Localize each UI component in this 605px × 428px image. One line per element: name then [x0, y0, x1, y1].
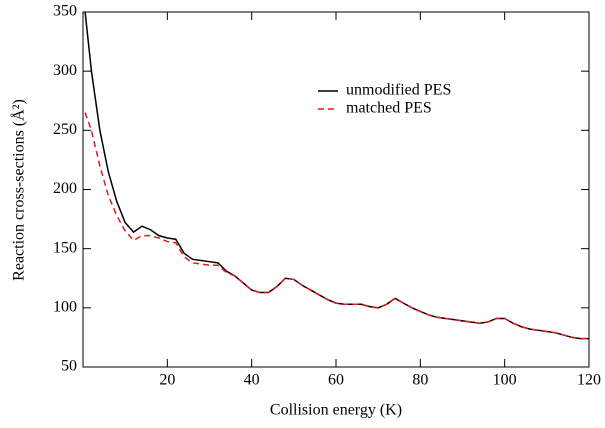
x-tick-label: 40	[244, 372, 260, 389]
y-tick-label: 350	[53, 3, 77, 20]
y-tick-label: 250	[53, 121, 77, 138]
series-line	[84, 11, 589, 340]
x-tick-label: 80	[412, 372, 428, 389]
x-tick-label: 60	[328, 372, 344, 389]
x-axis-label: Collision energy (K)	[270, 402, 402, 419]
x-tick-label: 120	[577, 372, 601, 389]
y-tick-label: 300	[53, 62, 77, 79]
y-tick-label: 200	[53, 180, 77, 197]
x-tick-label: 20	[159, 372, 175, 389]
y-axis-label: Reaction cross-sections (Å²)	[10, 99, 28, 281]
plot-frame	[82, 11, 590, 368]
legend-label: matched PES	[346, 100, 432, 117]
legend-label: unmodified PES	[346, 82, 451, 99]
y-tick-label: 100	[53, 299, 77, 316]
y-tick-label: 50	[61, 358, 77, 375]
y-tick-label: 150	[53, 239, 77, 256]
x-tick-label: 100	[493, 372, 517, 389]
series-line	[84, 112, 589, 340]
